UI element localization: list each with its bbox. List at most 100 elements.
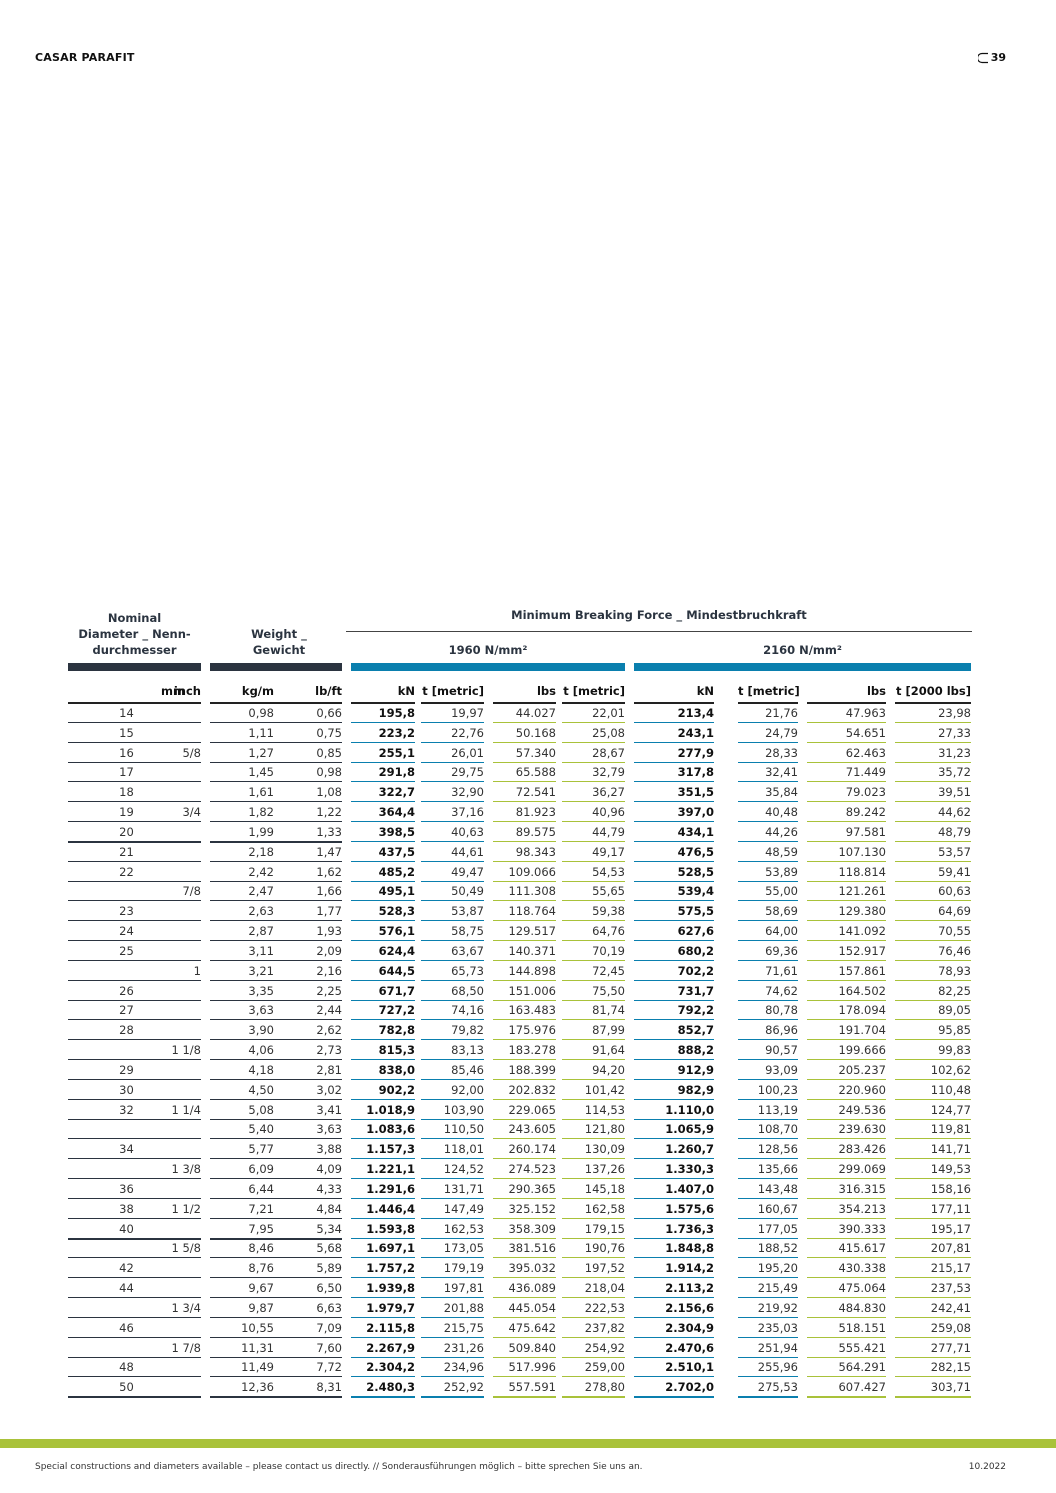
table-cell: 2,09 — [316, 943, 342, 958]
row-rule — [493, 1396, 556, 1399]
row-rule — [351, 1376, 415, 1378]
table-cell: 3,90 — [248, 1023, 274, 1038]
table-cell: 1.914,2 — [665, 1261, 714, 1276]
row-rule — [562, 741, 625, 743]
row-rule — [634, 1158, 714, 1160]
row-rule — [562, 1297, 625, 1299]
table-cell: 63,67 — [451, 943, 484, 958]
table-cell: 275,53 — [757, 1380, 798, 1395]
row-rule — [895, 920, 971, 922]
row-rule — [493, 1019, 556, 1021]
row-rule — [421, 1217, 484, 1219]
row-rule — [895, 1059, 971, 1061]
row-rule — [493, 1158, 556, 1160]
row-rule — [562, 821, 625, 823]
row-rule — [210, 1158, 342, 1160]
table-cell: 2,44 — [316, 1003, 342, 1018]
row-rule — [351, 801, 415, 803]
row-rule — [738, 1098, 798, 1100]
row-rule — [634, 1316, 714, 1318]
table-cell: 36 — [119, 1181, 134, 1196]
table-cell: 118.814 — [838, 864, 886, 879]
table-cell: 124,77 — [930, 1102, 971, 1117]
row-rule — [562, 1059, 625, 1061]
table-cell: 528,5 — [677, 864, 714, 879]
table-cell: 982,9 — [677, 1082, 714, 1097]
table-cell: 195,20 — [757, 1261, 798, 1276]
table-cell: 8,31 — [316, 1380, 342, 1395]
row-rule — [68, 1257, 201, 1259]
table-cell: 54.651 — [845, 725, 886, 740]
row-rule — [562, 1078, 625, 1080]
table-cell: 274.523 — [508, 1162, 556, 1177]
row-rule — [210, 1019, 342, 1021]
table-cell: 607.427 — [838, 1380, 886, 1395]
row-rule — [634, 781, 714, 783]
table-cell: 124,52 — [443, 1162, 484, 1177]
row-rule — [68, 860, 201, 862]
table-cell: 475.064 — [838, 1281, 886, 1296]
table-cell: 220.960 — [838, 1082, 886, 1097]
row-rule — [421, 880, 484, 882]
table-cell: 1 7/8 — [171, 1340, 201, 1355]
row-rule — [351, 840, 415, 842]
table-cell: 11,31 — [241, 1340, 274, 1355]
row-rule — [738, 1078, 798, 1080]
row-rule — [807, 880, 886, 882]
table-cell: 44,62 — [938, 805, 971, 820]
header-bar — [351, 663, 625, 671]
table-cell: 243,1 — [677, 725, 714, 740]
row-rule — [210, 761, 342, 763]
row-rule — [562, 959, 625, 961]
table-cell: 436.089 — [508, 1281, 556, 1296]
table-cell: 5,34 — [316, 1221, 342, 1236]
table-cell: 188,52 — [757, 1241, 798, 1256]
row-rule — [562, 1237, 625, 1239]
row-rule — [634, 1237, 714, 1239]
row-rule — [807, 1098, 886, 1100]
table-cell: 555.421 — [838, 1340, 886, 1355]
table-cell: 162,53 — [443, 1221, 484, 1236]
table-cell: 23 — [119, 904, 134, 919]
row-rule — [351, 940, 415, 942]
header-underline — [634, 702, 714, 704]
page-icon — [978, 52, 988, 64]
row-rule — [421, 1059, 484, 1061]
table-cell: 28,33 — [765, 745, 798, 760]
table-cell: 358.309 — [508, 1221, 556, 1236]
table-cell: 1.979,7 — [366, 1300, 415, 1315]
row-rule — [634, 1376, 714, 1378]
column-header: kg/m — [241, 684, 274, 698]
row-rule — [351, 1237, 415, 1239]
row-rule — [493, 1297, 556, 1299]
table-cell: 22,76 — [451, 725, 484, 740]
row-rule — [738, 1257, 798, 1259]
table-cell: 76,46 — [938, 943, 971, 958]
table-cell: 140.371 — [508, 943, 556, 958]
table-cell: 118.764 — [508, 904, 556, 919]
table-cell: 364,4 — [378, 805, 415, 820]
table-cell: 351,5 — [677, 785, 714, 800]
table-cell: 1,08 — [316, 785, 342, 800]
column-header: kN — [397, 684, 415, 698]
row-rule — [807, 1059, 886, 1061]
table-cell: 53,89 — [765, 864, 798, 879]
row-rule — [351, 979, 415, 981]
table-cell: 25,08 — [592, 725, 625, 740]
table-cell: 354.213 — [838, 1201, 886, 1216]
weight-header: Weight _ Gewicht — [210, 626, 348, 658]
row-rule — [493, 860, 556, 862]
row-rule — [738, 979, 798, 981]
row-rule — [895, 1257, 971, 1259]
table-cell: 135,66 — [757, 1162, 798, 1177]
row-rule — [210, 1297, 342, 1299]
table-cell: 94,20 — [592, 1062, 625, 1077]
table-cell: 1.065,9 — [665, 1122, 714, 1137]
table-cell: 50.168 — [515, 725, 556, 740]
table-cell: 137,26 — [584, 1162, 625, 1177]
table-cell: 164.502 — [838, 983, 886, 998]
table-cell: 20 — [119, 824, 134, 839]
header-underline — [562, 702, 625, 704]
row-rule — [421, 1237, 484, 1239]
